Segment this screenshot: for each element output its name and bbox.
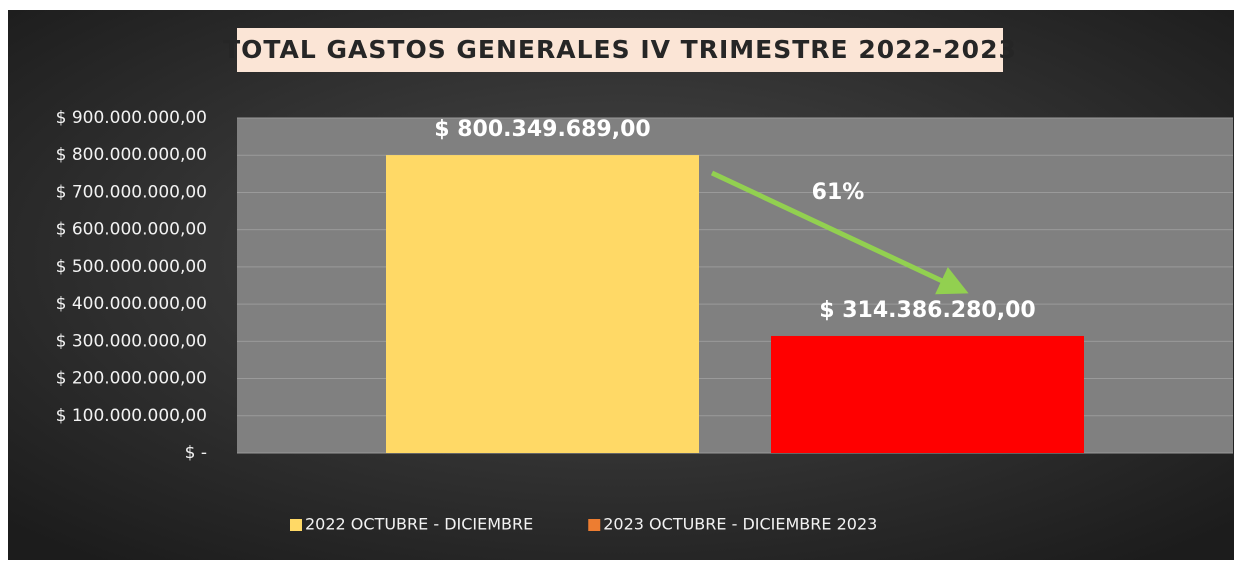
y-tick-label: $ 500.000.000,00 — [56, 257, 207, 277]
title-box — [237, 28, 1003, 72]
chart-title: TOTAL GASTOS GENERALES IV TRIMESTRE 2022… — [223, 35, 1017, 64]
y-tick-label: $ - — [185, 443, 207, 463]
y-tick-label: $ 400.000.000,00 — [56, 294, 207, 314]
legend-label: 2023 OCTUBRE - DICIEMBRE 2023 — [603, 515, 877, 534]
y-tick-label: $ 300.000.000,00 — [56, 331, 207, 351]
y-tick-label: $ 200.000.000,00 — [56, 369, 207, 389]
y-tick-label: $ 100.000.000,00 — [56, 406, 207, 426]
y-tick-label: $ 600.000.000,00 — [56, 220, 207, 240]
annotation: 61% — [812, 180, 865, 205]
legend-swatch — [588, 519, 601, 531]
arrow — [710, 170, 969, 295]
y-tick-label: $ 700.000.000,00 — [56, 182, 207, 202]
y-tick-label: $ 800.000.000,00 — [56, 145, 207, 165]
data-label: $ 800.349.689,00 — [434, 117, 650, 142]
legend-swatch — [290, 519, 302, 531]
data-label: $ 314.386.280,00 — [819, 298, 1035, 323]
bar — [386, 155, 699, 454]
bar — [771, 335, 1084, 453]
y-tick-label: $ 900.000.000,00 — [56, 108, 207, 128]
legend-label: 2022 OCTUBRE - DICIEMBRE — [305, 515, 533, 534]
